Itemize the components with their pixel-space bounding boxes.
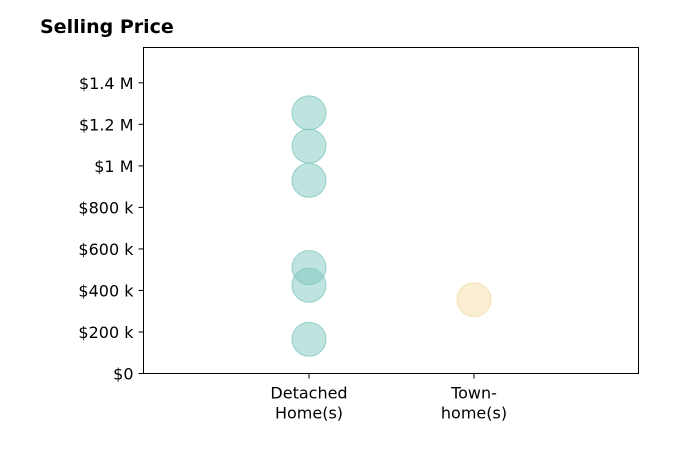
data-point	[291, 321, 327, 357]
y-tick-label: $0	[113, 365, 133, 384]
data-point	[456, 282, 492, 318]
data-point	[291, 162, 327, 198]
chart-title: Selling Price	[40, 16, 174, 38]
x-tick-label: Detached Home(s)	[270, 384, 347, 423]
y-tick-label: $1 M	[94, 157, 133, 176]
x-tick-label: Town-home(s)	[441, 384, 507, 423]
y-tick-label: $600 k	[78, 240, 134, 259]
data-point	[291, 128, 327, 164]
plot-frame	[143, 47, 639, 374]
y-axis: $0 $200 k $400 k $600 k $800 k $1 M $1.2 M $1.4…	[78, 74, 144, 384]
y-tick-label: $800 k	[78, 198, 134, 217]
x-axis: Detached Home(s) Town-home(s)	[270, 373, 507, 423]
data-point	[291, 95, 327, 131]
y-tick-label: $200 k	[78, 323, 134, 342]
y-tick-label: $1.2 M	[79, 115, 134, 134]
data-point	[291, 267, 327, 303]
y-tick-label: $1.4 M	[79, 74, 134, 93]
y-tick-label: $400 k	[78, 281, 134, 300]
data-points	[291, 95, 492, 357]
